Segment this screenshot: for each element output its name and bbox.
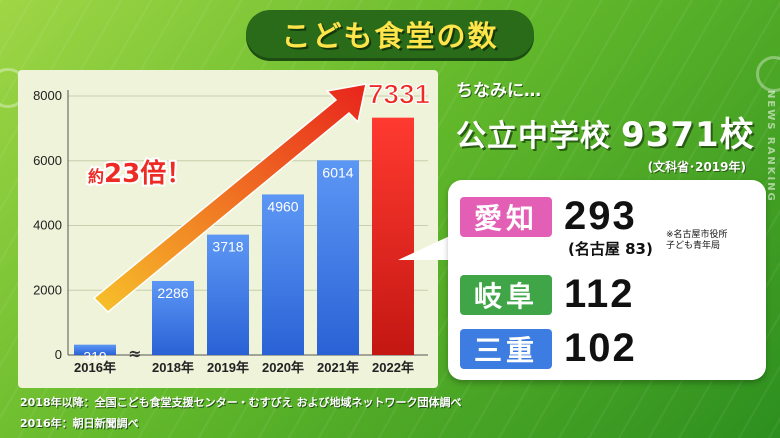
note-line2: 子ども青年局 — [666, 241, 721, 251]
x-tick-label: 2016年 — [74, 360, 116, 375]
bar-2021年 — [317, 160, 359, 355]
note-line1: ※名古屋市役所 — [666, 230, 728, 240]
y-tick-label: 4000 — [33, 218, 62, 233]
school-source: (文科省･2019年) — [647, 160, 746, 174]
school-value: 9371校 — [621, 115, 755, 155]
nagoya-note: ※名古屋市役所 子ども青年局 — [666, 230, 728, 252]
bar-value-label: 3718 — [212, 239, 243, 255]
aside-lead: ちなみに… — [456, 81, 541, 101]
x-tick-label: 2019年 — [207, 360, 249, 375]
x-tick-label: 2020年 — [262, 360, 304, 375]
prefecture-box: 愛知 293 (名古屋 83) ※名古屋市役所 子ども青年局 岐阜 112 三重… — [448, 180, 766, 380]
pref-tag-mie: 三重 — [460, 328, 552, 369]
growth-arrow — [92, 83, 367, 314]
axis-break: ≈ — [128, 344, 141, 363]
pref-row-aichi: 愛知 293 — [460, 194, 637, 239]
callout-pointer — [398, 234, 454, 260]
pref-tag-aichi: 愛知 — [460, 196, 552, 237]
pref-value-aichi: 293 — [564, 194, 637, 238]
source-line2: 2016年：朝日新聞調べ — [20, 417, 139, 430]
growth-annotation: 約23倍！ — [88, 158, 192, 189]
side-watermark: NEWS RANKING — [765, 90, 776, 203]
title-banner: こども食堂の数 — [246, 10, 534, 58]
pref-value-gifu: 112 — [564, 272, 635, 316]
bar-2016年 — [74, 344, 116, 355]
y-tick-label: 0 — [55, 347, 62, 362]
source-line1: 2018年以降：全国こども食堂支援センター・むすびえ および地域ネットワーク団体… — [20, 396, 462, 409]
x-tick-label: 2021年 — [317, 360, 359, 375]
highlight-value-label: 7331 — [368, 79, 430, 110]
pref-tag-gifu: 岐阜 — [460, 274, 552, 315]
bar-2018年 — [152, 280, 194, 355]
pref-value-mie: 102 — [564, 326, 637, 370]
y-tick-label: 2000 — [33, 282, 62, 297]
y-tick-label: 6000 — [33, 153, 62, 168]
school-info: ちなみに… 公立中学校 9371校 (文科省･2019年) — [456, 76, 766, 175]
decor-ring-right — [756, 56, 780, 92]
bar-value-label: 4960 — [267, 198, 298, 214]
pref-row-mie: 三重 102 — [460, 326, 637, 371]
chart-panel: 0 2000 4000 6000 8000 319 2016年 2286 2018年 3718 20… — [18, 70, 438, 388]
pref-row-gifu: 岐阜 112 — [460, 272, 635, 317]
bar-2020年 — [262, 194, 304, 355]
bar-value-label: 2286 — [157, 285, 188, 301]
school-count: 公立中学校 9371校 — [456, 107, 766, 156]
page-title: こども食堂の数 — [281, 19, 499, 53]
bar-2022年 — [372, 117, 414, 355]
bar-value-label: 319 — [83, 349, 107, 365]
x-tick-label: 2022年 — [372, 360, 414, 375]
y-tick-label: 8000 — [33, 88, 62, 103]
bar-value-label: 6014 — [322, 164, 353, 180]
nagoya-sub: (名古屋 83) — [568, 240, 653, 258]
bar-2019年 — [207, 234, 249, 355]
school-label: 公立中学校 — [456, 119, 611, 154]
source-footer: 2018年以降：全国こども食堂支援センター・むすびえ および地域ネットワーク団体… — [20, 392, 461, 434]
x-tick-label: 2018年 — [152, 360, 194, 375]
